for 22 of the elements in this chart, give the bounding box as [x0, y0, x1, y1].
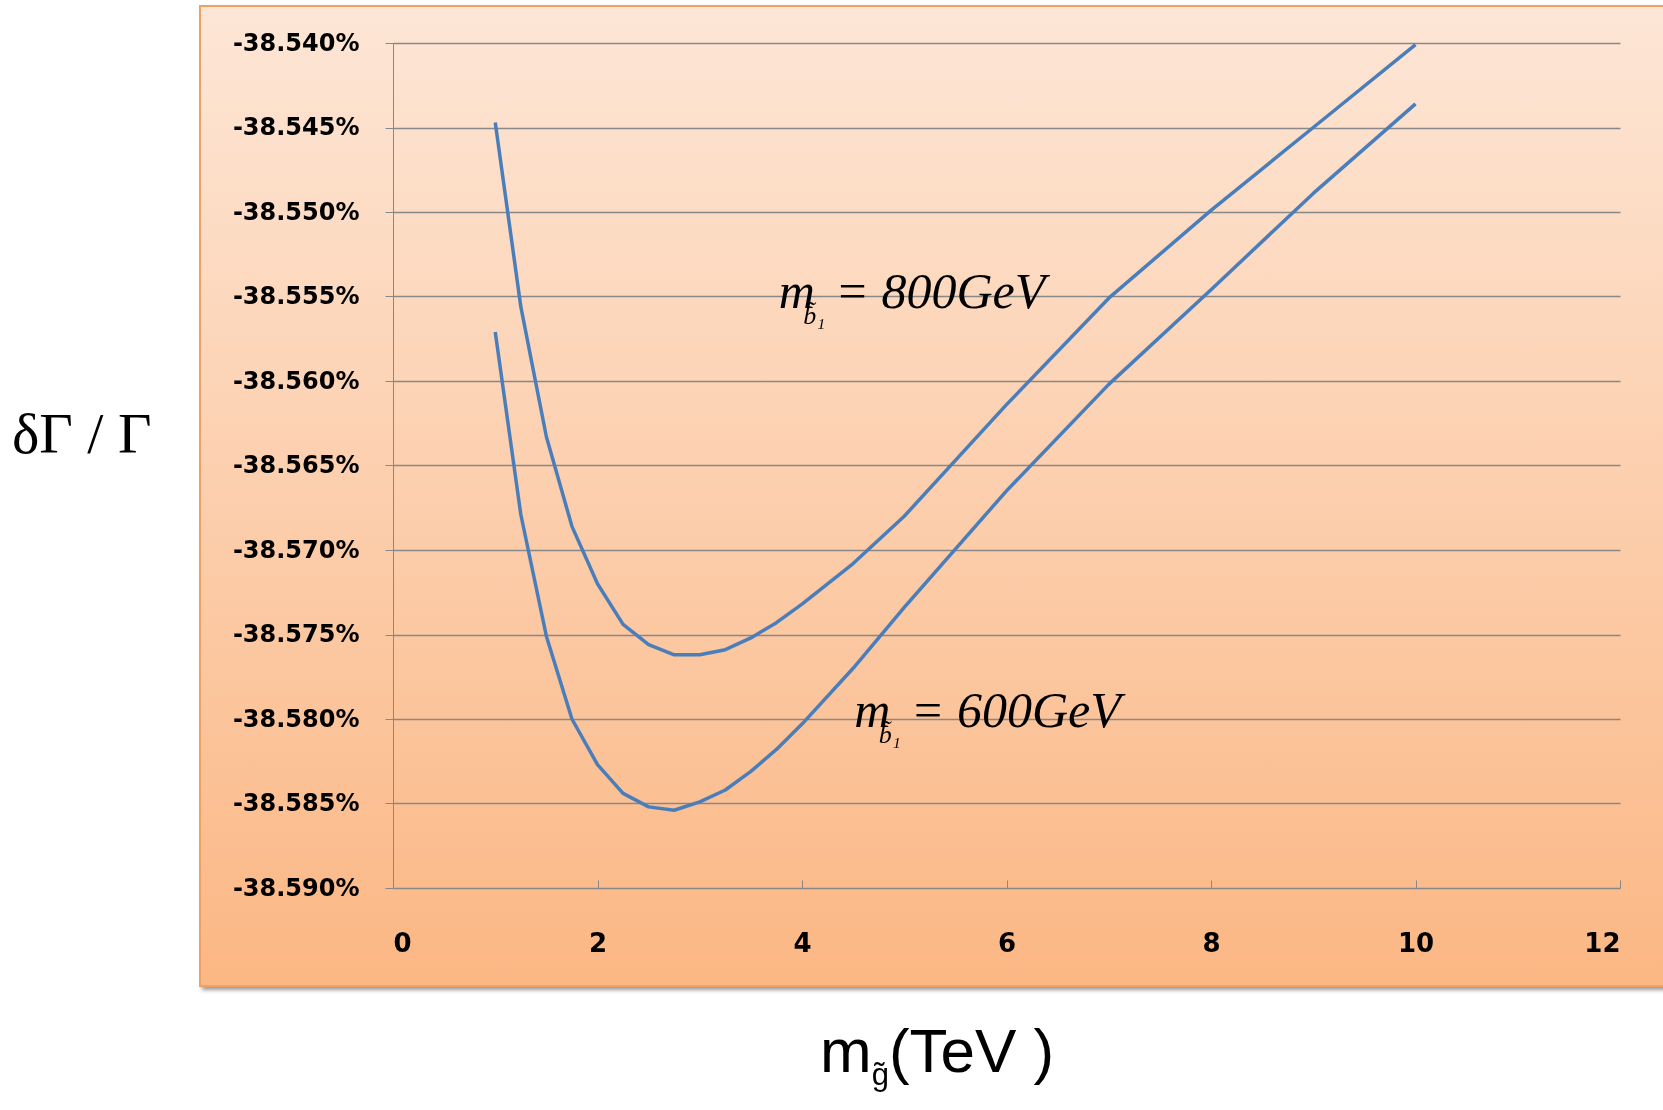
- y-tick-label: -38.550%: [232, 197, 360, 226]
- x-tick-label: 10: [1397, 927, 1435, 958]
- y-tick-label: -38.540%: [232, 28, 360, 57]
- line-series: [493, 102, 1418, 813]
- x-axis-title: m$_{g̃}$(TeV ): [820, 1015, 1055, 1094]
- x-tick-label: 6: [997, 927, 1017, 958]
- y-tick-label: -38.590%: [232, 873, 360, 902]
- y-tick-label: -38.545%: [232, 113, 360, 141]
- x-tick-label: 2: [588, 927, 608, 958]
- line-series: [493, 42, 1418, 657]
- x-tick-label: 12: [1584, 927, 1621, 958]
- y-tick-label: -38.565%: [232, 451, 360, 479]
- y-tick-label: -38.585%: [232, 789, 360, 817]
- x-tick-label: 0: [393, 927, 412, 958]
- y-tick-label: -38.575%: [232, 620, 360, 648]
- y-axis-title: δΓ / Γ: [12, 400, 152, 467]
- y-tick-label: -38.560%: [232, 366, 360, 395]
- y-tick-label: -38.555%: [232, 282, 360, 310]
- y-tick-label: -38.580%: [232, 704, 360, 733]
- x-tick-label: 4: [793, 927, 812, 958]
- y-tick-label: -38.570%: [232, 535, 360, 564]
- x-tick-label: 8: [1202, 927, 1221, 958]
